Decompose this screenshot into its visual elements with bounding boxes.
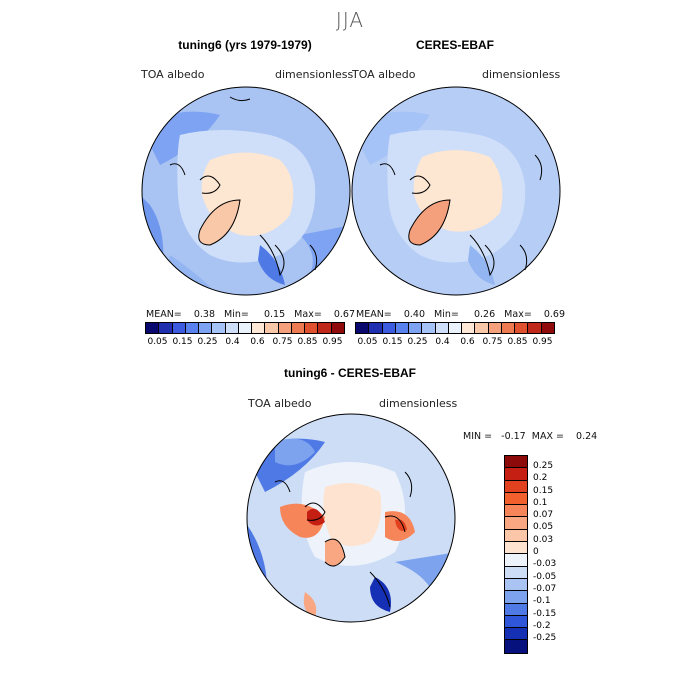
colorbar-swatch (225, 323, 239, 333)
colorbar-swatch (369, 323, 383, 333)
diff-panel-title: tuning6 - CERES-EBAF (284, 366, 416, 380)
colorbar-swatch (382, 323, 396, 333)
colorbar-swatch (172, 323, 186, 333)
colorbar-tick-label: 0.15 (382, 337, 403, 347)
diff-colorbar-swatch (505, 517, 527, 530)
diff-colorbar-tick-label: 0.2 (533, 473, 548, 484)
colorbar-swatch (305, 323, 319, 333)
panel-1-stats: MEAN= 0.38 Min= 0.15 Max= 0.67 (146, 309, 356, 320)
diff-panel-minmax: MIN = -0.17 MAX = 0.24 (463, 431, 598, 442)
colorbar-swatch (515, 323, 529, 333)
colorbar-tick-label: 0.6 (250, 337, 265, 347)
colorbar-swatch (278, 323, 292, 333)
colorbar-swatch (331, 323, 344, 333)
colorbar-swatch (488, 323, 502, 333)
colorbar-swatch (475, 323, 489, 333)
panel-2-polar-map (351, 86, 561, 296)
colorbar-swatch (185, 323, 200, 333)
colorbar-tick-label: 0.4 (435, 337, 450, 347)
diff-panel-variable-label: TOA albedo (248, 397, 312, 410)
diff-colorbar-tick-label: 0.1 (533, 497, 548, 508)
colorbar-tick-label: 0.05 (147, 337, 168, 347)
panel-1-colorbar: 0.05 0.15 0.25 0.4 0.6 0.75 0.85 0.95 (145, 322, 345, 347)
colorbar-tick-label: 0.4 (225, 337, 240, 347)
diff-colorbar-tick-label: 0.25 (533, 461, 554, 471)
colorbar-tick-label: 0.75 (482, 337, 503, 347)
diff-polar-map (246, 413, 456, 623)
colorbar-swatch (409, 323, 423, 333)
diff-colorbar-swatch (505, 554, 527, 567)
diff-colorbar-swatch (505, 566, 527, 579)
colorbar-swatch (291, 323, 306, 333)
figure-title: JJA (335, 8, 365, 32)
diff-colorbar-tick-label: -0.1 (533, 596, 551, 607)
diff-colorbar-tick-label: 0.15 (533, 485, 554, 496)
colorbar-tick-label: 0.85 (297, 337, 318, 347)
diff-colorbar-tick-label: -0.03 (533, 559, 557, 570)
panel-2-stats: MEAN= 0.40 Min= 0.26 Max= 0.69 (356, 309, 566, 320)
panel-1-title: tuning6 (yrs 1979-1979) (178, 38, 312, 52)
colorbar-swatch (199, 323, 213, 333)
diff-colorbar-tick-label: 0.05 (533, 522, 554, 533)
colorbar-tick-label: 0.75 (272, 337, 293, 347)
panel-2-colorbar: 0.05 0.15 0.25 0.4 0.6 0.75 0.85 0.95 (355, 322, 555, 347)
colorbar-swatch (238, 323, 253, 333)
colorbar-swatch (159, 323, 173, 333)
colorbar-swatch (448, 323, 463, 333)
diff-colorbar-tick-label: -0.2 (533, 620, 551, 631)
colorbar-tick-label: 0.6 (460, 337, 475, 347)
colorbar-tick-label: 0.05 (357, 337, 378, 347)
diff-colorbar-tick-label: -0.05 (533, 571, 557, 582)
diff-colorbar-swatch (505, 505, 527, 518)
diff-colorbar-tick-label: 0.07 (533, 510, 554, 521)
colorbar-swatch (318, 323, 332, 333)
panel-2-title: CERES-EBAF (415, 38, 494, 52)
diff-colorbar-swatch (505, 591, 527, 604)
diff-colorbar-tick-label: -0.07 (533, 583, 557, 594)
diff-colorbar-swatch (505, 615, 527, 629)
diff-colorbar-swatch (505, 603, 527, 616)
colorbar-tick-label: 0.85 (507, 337, 528, 347)
panel-1-variable-label: TOA albedo (141, 68, 205, 81)
colorbar-tick-label: 0.95 (322, 337, 343, 347)
diff-colorbar (504, 455, 528, 654)
diff-colorbar-tick-label: 0 (533, 547, 539, 558)
diff-colorbar-tick-label: -0.25 (533, 633, 557, 644)
diff-colorbar-swatch (505, 578, 527, 592)
diff-panel-units-label: dimensionless (379, 397, 458, 410)
colorbar-swatch (462, 323, 476, 333)
colorbar-swatch (435, 323, 449, 333)
colorbar-tick-label: 0.15 (172, 337, 193, 347)
colorbar-tick-label: 0.95 (532, 337, 553, 347)
diff-colorbar-swatch (505, 456, 527, 469)
colorbar-tick-label: 0.25 (197, 337, 218, 347)
diff-colorbar-tick-label: -0.15 (533, 608, 557, 619)
diff-colorbar-swatch (505, 542, 527, 555)
colorbar-swatch (501, 323, 516, 333)
panel-1-polar-map (141, 86, 351, 296)
diff-colorbar-swatch (505, 480, 527, 493)
colorbar-swatch (422, 323, 436, 333)
panel-1-units-label: dimensionless (275, 68, 354, 81)
colorbar-swatch (252, 323, 266, 333)
diff-colorbar-swatch (505, 628, 527, 641)
colorbar-swatch (356, 323, 370, 333)
diff-colorbar-swatch (505, 468, 527, 481)
diff-colorbar-swatch (505, 492, 527, 506)
colorbar-swatch (395, 323, 410, 333)
diff-colorbar-tick-label: 0.03 (533, 534, 554, 545)
colorbar-swatch (541, 323, 554, 333)
diff-colorbar-ticks: 0.25 0.2 0.15 0.1 0.07 0.05 0.03 0 -0.03 -0.05 -0.… (533, 460, 556, 644)
colorbar-swatch (528, 323, 542, 333)
panel-2-units-label: dimensionless (482, 68, 561, 81)
colorbar-tick-label: 0.25 (407, 337, 428, 347)
colorbar-swatch (265, 323, 279, 333)
panel-2-variable-label: TOA albedo (352, 68, 416, 81)
colorbar-swatch (212, 323, 226, 333)
diff-colorbar-swatch (505, 640, 527, 653)
colorbar-swatch (146, 323, 160, 333)
diff-colorbar-swatch (505, 529, 527, 543)
